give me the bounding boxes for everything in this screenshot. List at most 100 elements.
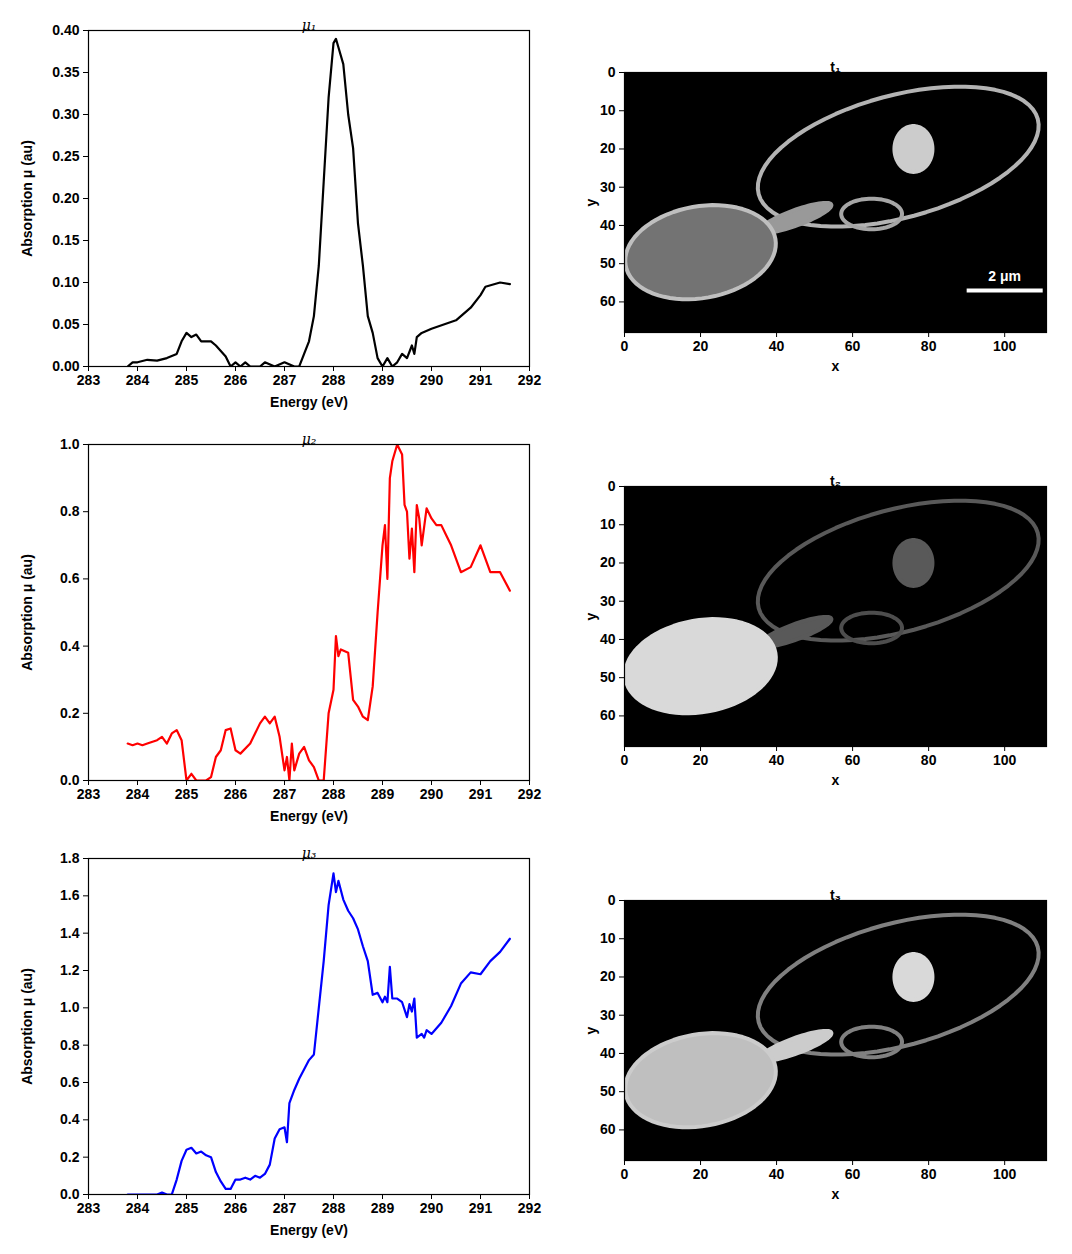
svg-text:285: 285 [175,1200,199,1216]
svg-text:0.25: 0.25 [52,148,79,164]
svg-text:287: 287 [273,372,297,388]
svg-text:286: 286 [224,1200,248,1216]
svg-text:y: y [583,1026,599,1034]
svg-text:x: x [832,358,840,374]
svg-text:0.10: 0.10 [52,274,79,290]
svg-text:283: 283 [77,1200,101,1216]
svg-text:286: 286 [224,372,248,388]
svg-text:30: 30 [600,1007,616,1023]
svg-text:1.4: 1.4 [60,925,80,941]
svg-text:288: 288 [322,1200,346,1216]
svg-text:40: 40 [769,1166,785,1182]
svg-text:60: 60 [845,1166,861,1182]
svg-text:0.6: 0.6 [60,570,80,586]
svg-text:y: y [583,612,599,620]
svg-text:284: 284 [126,786,150,802]
svg-text:0: 0 [621,1166,629,1182]
svg-text:Absorption μ (au): Absorption μ (au) [19,140,35,257]
svg-text:285: 285 [175,372,199,388]
svg-text:50: 50 [600,669,616,685]
svg-text:Absorption μ (au): Absorption μ (au) [19,554,35,671]
svg-text:x: x [832,772,840,788]
svg-text:287: 287 [273,1200,297,1216]
svg-text:285: 285 [175,786,199,802]
svg-text:1.6: 1.6 [60,887,80,903]
svg-text:t₂: t₂ [830,473,841,489]
svg-text:0.00: 0.00 [52,358,79,374]
svg-text:80: 80 [921,752,937,768]
svg-text:50: 50 [600,255,616,271]
svg-text:0.15: 0.15 [52,232,79,248]
svg-text:291: 291 [469,1200,493,1216]
svg-text:0.8: 0.8 [60,503,80,519]
svg-text:μ₂: μ₂ [302,431,317,447]
svg-text:t₃: t₃ [830,887,841,903]
svg-text:289: 289 [371,1200,395,1216]
svg-text:0: 0 [608,478,616,494]
svg-text:1.2: 1.2 [60,962,80,978]
svg-text:20: 20 [600,968,616,984]
svg-text:1.0: 1.0 [60,436,80,452]
svg-text:287: 287 [273,786,297,802]
svg-text:292: 292 [518,1200,542,1216]
svg-text:Energy (eV): Energy (eV) [270,808,348,824]
svg-text:60: 60 [600,1121,616,1137]
svg-text:0.2: 0.2 [60,705,80,721]
svg-text:t₁: t₁ [830,59,841,75]
svg-text:0: 0 [621,752,629,768]
svg-text:20: 20 [693,1166,709,1182]
svg-text:0.20: 0.20 [52,190,79,206]
svg-text:289: 289 [371,372,395,388]
svg-text:Energy (eV): Energy (eV) [270,1222,348,1238]
svg-text:x: x [832,1186,840,1202]
svg-text:80: 80 [921,1166,937,1182]
svg-text:292: 292 [518,372,542,388]
svg-text:10: 10 [600,930,616,946]
svg-text:μ₃: μ₃ [302,845,317,861]
svg-text:60: 60 [845,752,861,768]
svg-text:290: 290 [420,786,444,802]
svg-text:0: 0 [608,892,616,908]
svg-text:40: 40 [769,338,785,354]
svg-text:0.4: 0.4 [60,638,80,654]
svg-text:283: 283 [77,786,101,802]
svg-text:20: 20 [600,140,616,156]
svg-text:100: 100 [993,1166,1017,1182]
svg-text:40: 40 [600,631,616,647]
svg-text:2 μm: 2 μm [988,268,1021,284]
svg-text:0.2: 0.2 [60,1149,80,1165]
svg-text:100: 100 [993,338,1017,354]
svg-text:284: 284 [126,372,150,388]
svg-text:y: y [583,198,599,206]
svg-text:10: 10 [600,516,616,532]
svg-text:0.8: 0.8 [60,1037,80,1053]
svg-text:100: 100 [993,752,1017,768]
svg-text:10: 10 [600,102,616,118]
svg-text:0.40: 0.40 [52,22,79,38]
svg-text:291: 291 [469,786,493,802]
svg-text:20: 20 [693,338,709,354]
svg-text:288: 288 [322,786,346,802]
svg-text:20: 20 [600,554,616,570]
svg-text:μ₁: μ₁ [302,17,317,33]
svg-text:284: 284 [126,1200,150,1216]
svg-text:1.0: 1.0 [60,999,80,1015]
svg-text:Absorption μ (au): Absorption μ (au) [19,968,35,1085]
svg-text:0: 0 [608,64,616,80]
svg-text:0: 0 [621,338,629,354]
svg-text:292: 292 [518,786,542,802]
svg-text:Energy (eV): Energy (eV) [270,394,348,410]
svg-text:0.30: 0.30 [52,106,79,122]
svg-text:80: 80 [921,338,937,354]
svg-text:40: 40 [769,752,785,768]
svg-text:289: 289 [371,786,395,802]
svg-text:30: 30 [600,593,616,609]
svg-text:290: 290 [420,1200,444,1216]
svg-text:60: 60 [600,293,616,309]
svg-text:40: 40 [600,217,616,233]
svg-text:283: 283 [77,372,101,388]
svg-text:0.6: 0.6 [60,1074,80,1090]
svg-text:1.8: 1.8 [60,850,80,866]
svg-text:0.35: 0.35 [52,64,79,80]
svg-text:20: 20 [693,752,709,768]
